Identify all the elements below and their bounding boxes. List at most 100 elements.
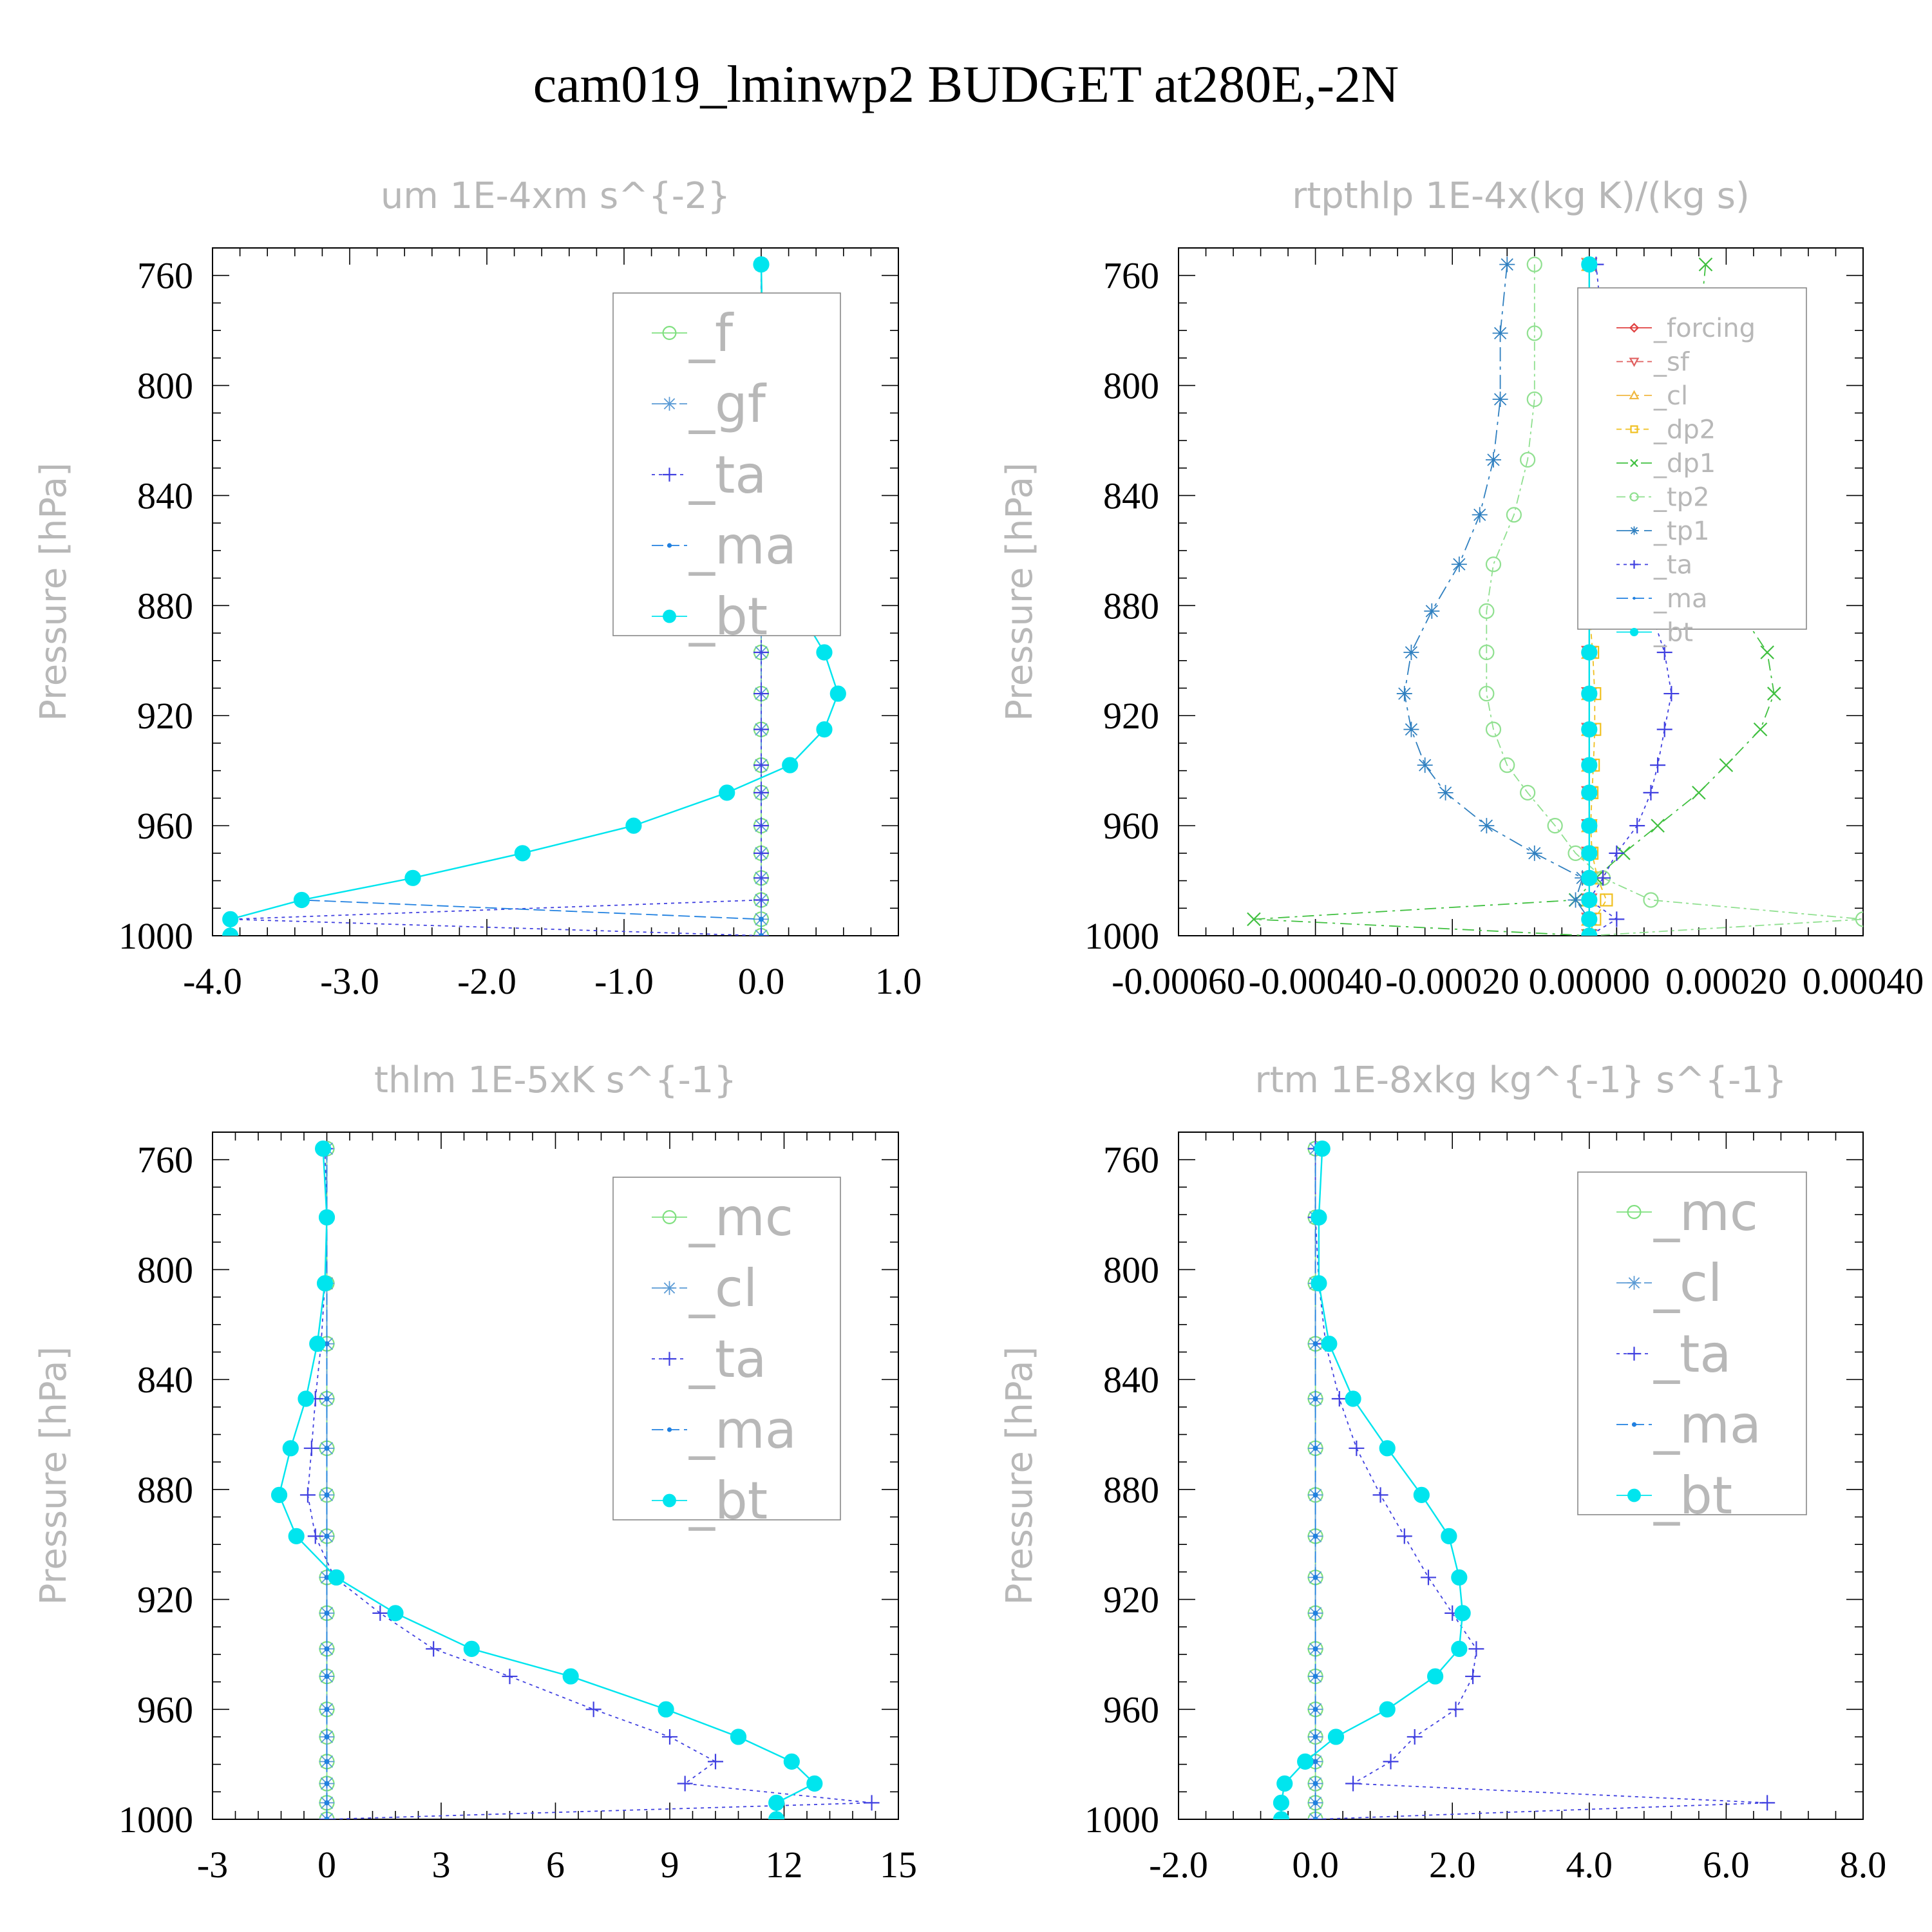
x-tick-label: -3	[197, 1844, 228, 1886]
data-point	[1349, 1440, 1365, 1456]
y-tick-label: 760	[137, 255, 193, 297]
data-point	[222, 911, 239, 927]
data-point	[1312, 1492, 1318, 1498]
data-point	[328, 1569, 345, 1586]
data-point	[1276, 1775, 1293, 1792]
legend-label: _bt	[1653, 618, 1693, 648]
data-point	[1479, 685, 1495, 702]
panel-title: rtm 1E-8xkg kg^{-1} s^{-1}	[1255, 1059, 1786, 1101]
data-point	[1441, 1528, 1457, 1544]
data-point	[1312, 1707, 1318, 1712]
y-tick-label: 800	[1103, 1249, 1159, 1291]
data-point	[1312, 1533, 1318, 1539]
data-point	[829, 685, 846, 702]
data-point	[324, 1445, 330, 1451]
data-point	[1311, 1275, 1327, 1292]
y-tick-label: 800	[137, 365, 193, 407]
data-point	[1479, 603, 1495, 620]
data-point	[1311, 1209, 1327, 1226]
legend-box	[612, 1177, 841, 1520]
data-point	[1656, 644, 1672, 660]
data-point	[324, 1646, 330, 1652]
legend-marker	[1629, 627, 1639, 637]
data-point	[309, 1336, 326, 1352]
data-point	[1396, 686, 1412, 702]
y-tick-label: 1000	[118, 915, 193, 957]
chart-panel-3: 760 800 840 880 920 960 1000-3 0 3 6 9 12 15 thlm 1E-…	[33, 1059, 917, 1886]
y-axis-label: Pressure [hPa]	[33, 462, 75, 721]
legend-marker	[1629, 390, 1640, 400]
x-tick-label: -2.0	[457, 960, 516, 1002]
legend-marker	[1627, 1276, 1642, 1290]
y-tick-label: 880	[137, 1469, 193, 1511]
plot-area	[270, 1141, 880, 1819]
legend-marker	[1630, 459, 1638, 468]
legend-marker	[1627, 1488, 1641, 1502]
legend-label: _cl	[1653, 1253, 1722, 1313]
y-tick-label: 1000	[1084, 915, 1159, 957]
data-point	[1547, 818, 1563, 834]
series-bt	[1273, 1141, 1471, 1819]
data-point	[1485, 556, 1502, 573]
legend-box	[1577, 1171, 1807, 1515]
data-point	[677, 1776, 693, 1792]
data-point	[719, 784, 735, 801]
data-point	[1581, 757, 1598, 773]
x-tick-label: 9	[661, 1844, 679, 1886]
y-tick-label: 840	[137, 475, 193, 516]
x-tick-label: 12	[766, 1844, 803, 1886]
data-point	[1609, 845, 1625, 861]
data-point	[1650, 757, 1666, 773]
data-point	[816, 644, 833, 661]
data-point	[1526, 845, 1542, 861]
legend-label: _ma	[688, 1400, 797, 1460]
legend-marker	[662, 1352, 677, 1366]
data-point	[1643, 784, 1659, 800]
legend-marker	[1629, 560, 1639, 569]
series-cl	[1307, 1141, 1323, 1819]
y-tick-label: 880	[1103, 1469, 1159, 1511]
x-tick-label: -3.0	[320, 960, 379, 1002]
y-tick-label: 960	[1103, 805, 1159, 847]
x-tick-label: 3	[432, 1844, 451, 1886]
y-tick-label: 880	[137, 585, 193, 627]
data-point	[324, 1817, 330, 1819]
y-tick-label: 840	[1103, 1359, 1159, 1401]
data-point	[806, 1775, 823, 1792]
data-point	[298, 1390, 314, 1407]
data-point	[1345, 1390, 1361, 1407]
data-point	[1273, 1811, 1290, 1819]
y-tick-label: 960	[1103, 1689, 1159, 1730]
data-point	[662, 1728, 677, 1745]
data-point	[1312, 1734, 1318, 1739]
x-tick-label: 0.00020	[1665, 960, 1787, 1002]
data-point	[1581, 869, 1598, 886]
data-point	[816, 721, 833, 738]
legend-marker	[662, 326, 677, 341]
legend-marker	[1629, 492, 1639, 502]
data-point	[1663, 686, 1680, 702]
data-point	[1314, 1141, 1331, 1157]
y-tick-label: 760	[1103, 1139, 1159, 1181]
y-tick-label: 920	[1103, 1579, 1159, 1621]
data-point	[1247, 912, 1261, 927]
y-tick-label: 840	[137, 1359, 193, 1401]
legend-marker	[662, 1281, 677, 1295]
data-point	[1581, 721, 1598, 738]
data-point	[1327, 1728, 1345, 1745]
legend-label: _mc	[688, 1188, 793, 1247]
data-point	[1465, 1669, 1481, 1685]
legend-box	[1577, 287, 1807, 630]
data-point	[372, 1605, 388, 1621]
data-point	[1297, 1753, 1314, 1770]
y-axis-label: Pressure [hPa]	[33, 1347, 75, 1605]
x-tick-label: 0.00000	[1529, 960, 1651, 1002]
legend-label: _ta	[1653, 1324, 1731, 1384]
legend-marker	[1630, 425, 1638, 433]
data-point	[324, 1707, 330, 1712]
data-point	[1468, 1641, 1484, 1657]
data-point	[1345, 1776, 1361, 1792]
data-point	[1424, 603, 1440, 619]
x-tick-label: 0	[317, 1844, 336, 1886]
data-point	[1417, 757, 1433, 773]
